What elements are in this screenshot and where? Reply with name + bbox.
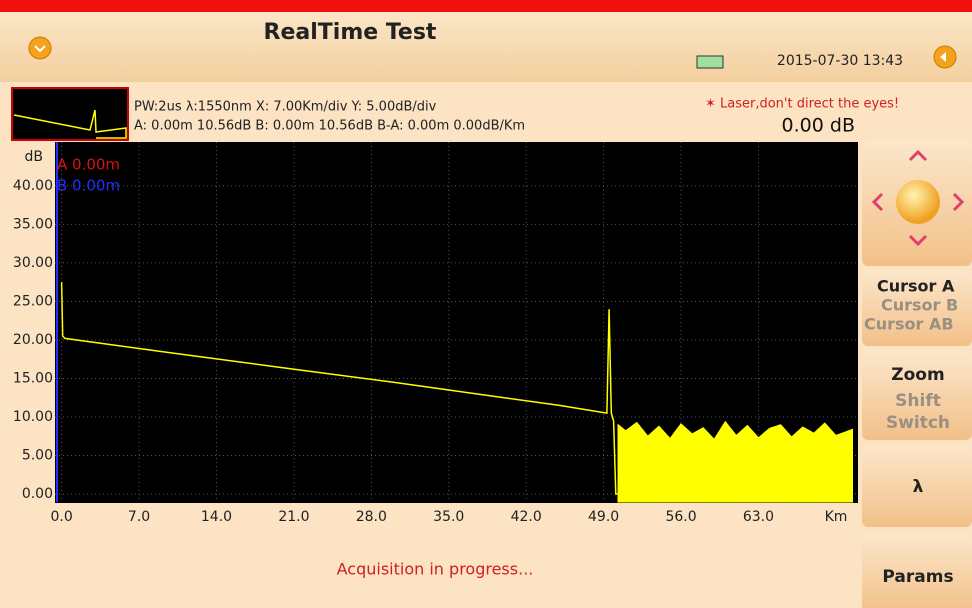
laser-star: ✶ [705, 97, 716, 112]
y-tick-label: 10.00 [13, 409, 53, 425]
x-tick-label: 56.0 [665, 509, 696, 525]
status: Acquisition in progress... [337, 560, 534, 579]
pad-arrows [871, 149, 965, 247]
thumbnail-trace [13, 109, 127, 139]
button-label: Cursor A [877, 277, 955, 296]
y-tick-label: 15.00 [13, 370, 53, 386]
button-label: Shift [895, 391, 941, 411]
x-tick-label: 7.0 [128, 509, 150, 525]
button-label: Cursor AB [864, 315, 954, 334]
x-tick-label: 49.0 [588, 509, 619, 525]
reading: 0.00 dB [782, 115, 855, 137]
zoom-button[interactable] [862, 350, 972, 440]
top-bar [0, 0, 972, 12]
laser-warning: Laser,don't direct the eyes! [720, 97, 899, 112]
y-tick-label: 35.00 [13, 216, 53, 232]
header [0, 12, 972, 82]
battery-icon [696, 55, 724, 69]
y-tick-label: 30.00 [13, 255, 53, 271]
thumbnail [11, 87, 129, 141]
button-label: Switch [886, 413, 950, 433]
y-tick-label: 40.00 [13, 178, 53, 194]
y-tick-label: 20.00 [13, 332, 53, 348]
x-tick-label: 35.0 [433, 509, 464, 525]
x-tick-label: 21.0 [278, 509, 309, 525]
trace [60, 282, 618, 495]
datetime: 2015-07-30 13:43 [777, 53, 903, 69]
menu-icon [34, 45, 46, 53]
x-tick-label: 14.0 [201, 509, 232, 525]
y-tick-label: 25.00 [13, 293, 53, 309]
button-label: λ [913, 477, 924, 497]
menu-button[interactable] [28, 36, 52, 60]
y-tick-label: 0.00 [22, 486, 53, 502]
x-tick-label: 28.0 [356, 509, 387, 525]
y-tick-label: 5.00 [22, 447, 53, 463]
button-label: Zoom [891, 365, 944, 385]
title: RealTime Test [264, 20, 437, 45]
x-tick-label: 63.0 [743, 509, 774, 525]
back-icon [940, 52, 946, 62]
cursor-button[interactable] [862, 270, 972, 346]
button-label: Cursor B [881, 296, 958, 315]
x-axis-label: Km [825, 509, 848, 525]
params-button[interactable] [862, 533, 972, 608]
x-tick-label: 0.0 [51, 509, 73, 525]
info-line: A: 0.00m 10.56dB B: 0.00m 10.56dB B-A: 0… [134, 119, 525, 134]
button-label: Params [882, 567, 953, 587]
noise-area [617, 420, 853, 503]
y-axis-label: dB [25, 149, 44, 165]
info-line: PW:2us λ:1550nm X: 7.00Km/div Y: 5.00dB/… [134, 100, 437, 115]
x-tick-label: 42.0 [511, 509, 542, 525]
lambda-button[interactable] [862, 445, 972, 527]
pad-center [896, 180, 940, 224]
cursor-b-label: B 0.00m [57, 177, 120, 195]
cursor-a-label: A 0.00m [57, 156, 120, 174]
chart: 0.00 5.00 10.00 15.00 20.00 25.00 30.00 35.00 40… [13, 142, 858, 525]
